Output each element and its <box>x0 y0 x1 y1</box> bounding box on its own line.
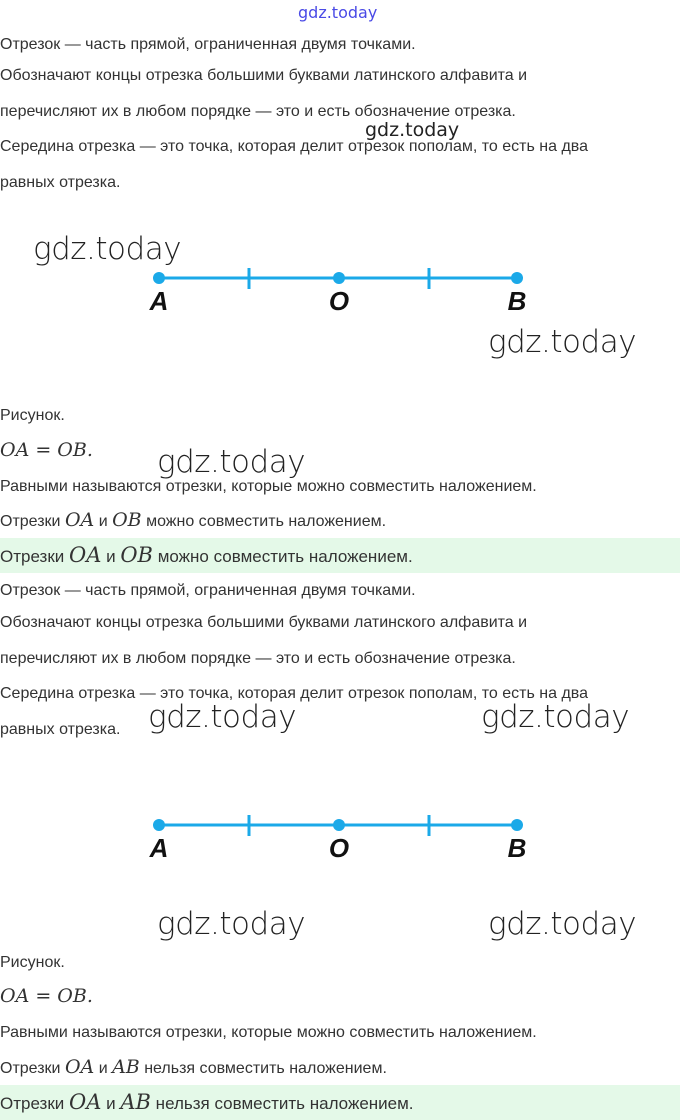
paragraph: Обозначают концы отрезка большими буквам… <box>0 67 528 84</box>
label-b: B <box>508 833 527 863</box>
paragraph: Отрезок — часть прямой, ограниченная дву… <box>0 36 416 53</box>
watermark: gdz.today <box>488 324 637 360</box>
point-a <box>153 819 165 831</box>
paragraph: равных отрезка. <box>0 721 121 738</box>
figure-caption: Рисунок. <box>0 954 65 971</box>
point-a <box>153 272 165 284</box>
statement: Отрезки OA и AB нельзя совместить наложе… <box>0 1056 387 1078</box>
equation: OA = OB. <box>0 439 93 461</box>
paragraph: перечисляют их в любом порядке — это и е… <box>0 103 516 120</box>
paragraph: Середина отрезка — это точка, которая де… <box>0 138 589 155</box>
paragraph: Обозначают концы отрезка большими буквам… <box>0 614 528 631</box>
segment-figure: A O B <box>149 815 527 863</box>
watermark: gdz.today <box>298 3 378 22</box>
point-o <box>333 819 345 831</box>
point-b <box>511 819 523 831</box>
label-a: A <box>149 833 169 863</box>
point-b <box>511 272 523 284</box>
definition: Равными называются отрезки, которые можн… <box>0 1024 537 1041</box>
definition: Равными называются отрезки, которые можн… <box>0 478 537 495</box>
label-a: A <box>149 286 169 316</box>
paragraph: Отрезок — часть прямой, ограниченная дву… <box>0 582 416 599</box>
answer-statement: Отрезки OA и AB нельзя совместить наложе… <box>0 1090 414 1114</box>
figure-caption: Рисунок. <box>0 407 65 424</box>
label-o: O <box>329 286 349 316</box>
watermark: gdz.today <box>148 699 297 735</box>
answer-statement: Отрезки OA и OB можно совместить наложен… <box>0 543 413 567</box>
statement: Отрезки OA и OB можно совместить наложен… <box>0 509 387 531</box>
watermark: gdz.today <box>157 444 306 480</box>
label-b: B <box>508 286 527 316</box>
answer-highlight <box>0 538 680 573</box>
watermark: gdz.today <box>33 231 182 267</box>
point-o <box>333 272 345 284</box>
paragraph: равных отрезка. <box>0 174 121 191</box>
watermark: gdz.today <box>157 906 306 942</box>
equation: OA = OB. <box>0 985 93 1007</box>
watermark: gdz.today <box>481 699 630 735</box>
paragraph: Середина отрезка — это точка, которая де… <box>0 685 589 702</box>
segment-figure: A O B <box>149 268 527 316</box>
watermark: gdz.today <box>488 906 637 942</box>
watermark: gdz.today <box>365 119 460 141</box>
answer-highlight <box>0 1085 680 1120</box>
paragraph: перечисляют их в любом порядке — это и е… <box>0 650 516 667</box>
label-o: O <box>329 833 349 863</box>
